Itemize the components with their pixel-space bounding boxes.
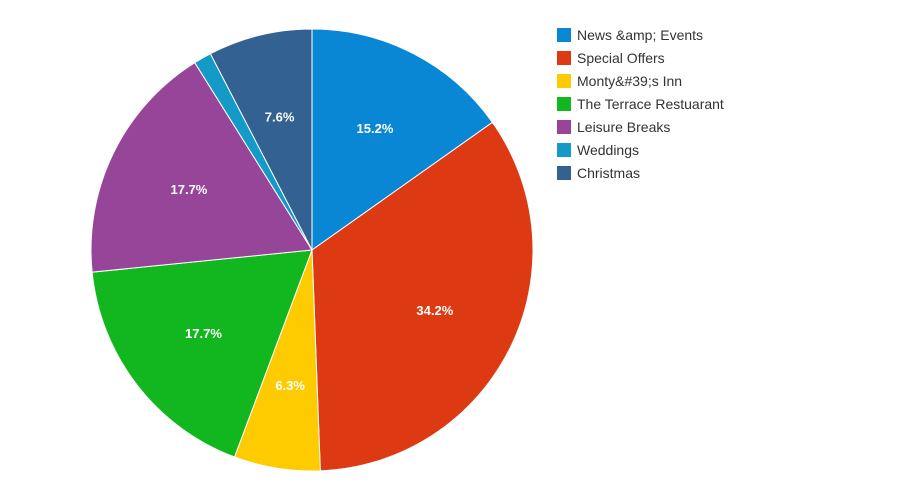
legend-swatch [557, 27, 571, 42]
pie-slice-the-terrace-restuarant[interactable] [91, 249, 313, 458]
legend-item-weddings[interactable]: Weddings [557, 138, 724, 161]
legend-label: Christmas [577, 164, 641, 181]
pie-slice-special-offers[interactable] [311, 121, 534, 472]
legend-item-montys-inn[interactable]: Monty&#39;s Inn [557, 69, 724, 92]
legend-item-leisure-breaks[interactable]: Leisure Breaks [557, 115, 724, 138]
pie-slice-leisure-breaks[interactable] [90, 61, 313, 273]
pie-slice-news-events[interactable] [311, 28, 494, 251]
legend-item-news-events[interactable]: News &amp; Events [557, 23, 724, 46]
legend-label: The Terrace Restuarant [577, 95, 724, 112]
legend-label: Weddings [577, 141, 640, 158]
legend-swatch [557, 142, 571, 157]
data-label-news-events: 15.2% [357, 121, 394, 136]
legend-label: Monty&#39;s Inn [577, 72, 683, 89]
legend-swatch [557, 119, 571, 134]
pie-slices [90, 28, 534, 472]
data-label-the-terrace-restuarant: 17.7% [185, 326, 222, 341]
legend-item-special-offers[interactable]: Special Offers [557, 46, 724, 69]
legend-label: Leisure Breaks [577, 118, 671, 135]
legend-label: News &amp; Events [577, 26, 704, 43]
data-label-leisure-breaks: 17.7% [171, 182, 208, 197]
data-label-special-offers: 34.2% [416, 303, 453, 318]
legend-swatch [557, 50, 571, 65]
legend-label: Special Offers [577, 49, 665, 66]
data-label-montys-inn: 6.3% [275, 378, 305, 393]
legend-swatch [557, 73, 571, 88]
data-label-christmas: 7.6% [265, 109, 295, 124]
legend-swatch [557, 96, 571, 111]
legend-swatch [557, 165, 571, 180]
legend: News &amp; Events Special Offers Monty&#39… [557, 23, 724, 184]
pie-slice-christmas[interactable] [209, 28, 313, 251]
legend-item-the-terrace-restuarant[interactable]: The Terrace Restuarant [557, 92, 724, 115]
pie-data-labels: 15.2% 34.2% 6.3% 17.7% 17.7% 7.6% [171, 109, 454, 392]
legend-item-christmas[interactable]: Christmas [557, 161, 724, 184]
